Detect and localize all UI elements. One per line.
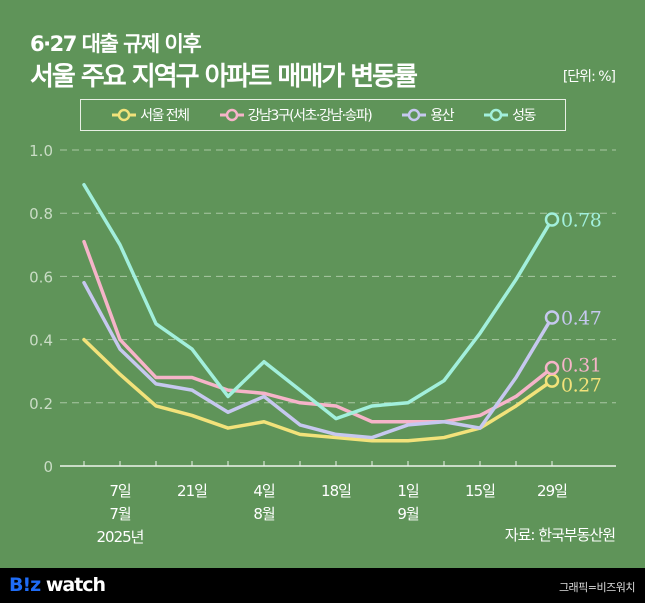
graphic-credit: 그래픽=비즈워치 [558, 581, 636, 594]
series-line-1 [82, 337, 554, 443]
legend-item: 용산 [401, 105, 455, 125]
legend-marker-icon [402, 108, 427, 122]
y-tick-label: 0.2 [29, 395, 53, 413]
y-tick-label: 0 [43, 458, 53, 476]
legend-circle [489, 108, 503, 122]
end-value-label: 0.47 [561, 307, 601, 329]
legend-item: 서울 전체 [111, 105, 190, 125]
line-chart: 0 0.2 0.4 0.6 0.8 1.0 7일 7월 2025년 21일 4일 8월 18일 1일 9월 1… [29, 142, 616, 546]
legend-marker-icon [219, 108, 244, 122]
x-tick-label: 15일 [465, 482, 495, 500]
end-marker [544, 360, 560, 376]
legend-marker-icon [484, 108, 509, 122]
x-tick-label: 2025년 [97, 528, 144, 546]
y-tick-label: 0.4 [29, 332, 53, 350]
legend-circle [225, 108, 238, 122]
y-tick-label: 0.6 [29, 268, 53, 286]
legend-circle [408, 108, 421, 122]
series-line-3 [82, 280, 554, 440]
end-value-label: 0.78 [561, 210, 601, 232]
x-tick-label: 1일 [397, 482, 419, 500]
footer: B!z watch 그래픽=비즈워치 [0, 568, 645, 603]
end-marker [544, 212, 560, 227]
x-tick-label: 7일 [109, 482, 131, 500]
x-tick-label: 18일 [321, 482, 351, 500]
end-marker [544, 310, 560, 325]
legend-label: 용산 [430, 108, 454, 124]
legend-item: 성동 [483, 105, 536, 125]
source-label: 자료: 한국부동산원 [504, 526, 616, 544]
legend-marker-icon [112, 108, 137, 122]
series-line-4 [82, 183, 554, 421]
legend-label: 강남3구(서초·강남·송파) [247, 108, 373, 124]
x-tick-label: 4일 [253, 482, 275, 500]
end-marker [544, 373, 560, 388]
legend-label: 서울 전체 [140, 108, 190, 124]
end-value-label: 0.27 [561, 374, 601, 396]
x-tick-label: 21일 [177, 482, 207, 500]
chart-title: 서울 주요 지역구 아파트 매매가 변동률 [30, 62, 418, 92]
x-tick-label: 9월 [397, 505, 419, 523]
legend-circle [117, 108, 131, 122]
legend-item: 강남3구(서초·강남·송파) [219, 105, 373, 125]
chart-subtitle: 6·27 대출 규제 이후 [30, 32, 202, 56]
y-tick-label: 1.0 [29, 142, 53, 160]
legend: 서울 전체 강남3구(서초·강남·송파) 용산 성동 [80, 99, 566, 131]
x-tick-label: 29일 [537, 482, 567, 500]
end-value-label: 0.31 [561, 354, 601, 376]
x-tick-label: 8월 [253, 505, 275, 523]
x-tick-label: 7월 [109, 505, 131, 523]
bizwatch-logo: B!z watch [9, 574, 106, 596]
y-tick-label: 0.8 [29, 205, 53, 223]
unit-label: [단위: %] [562, 69, 616, 85]
legend-label: 성동 [512, 108, 536, 124]
